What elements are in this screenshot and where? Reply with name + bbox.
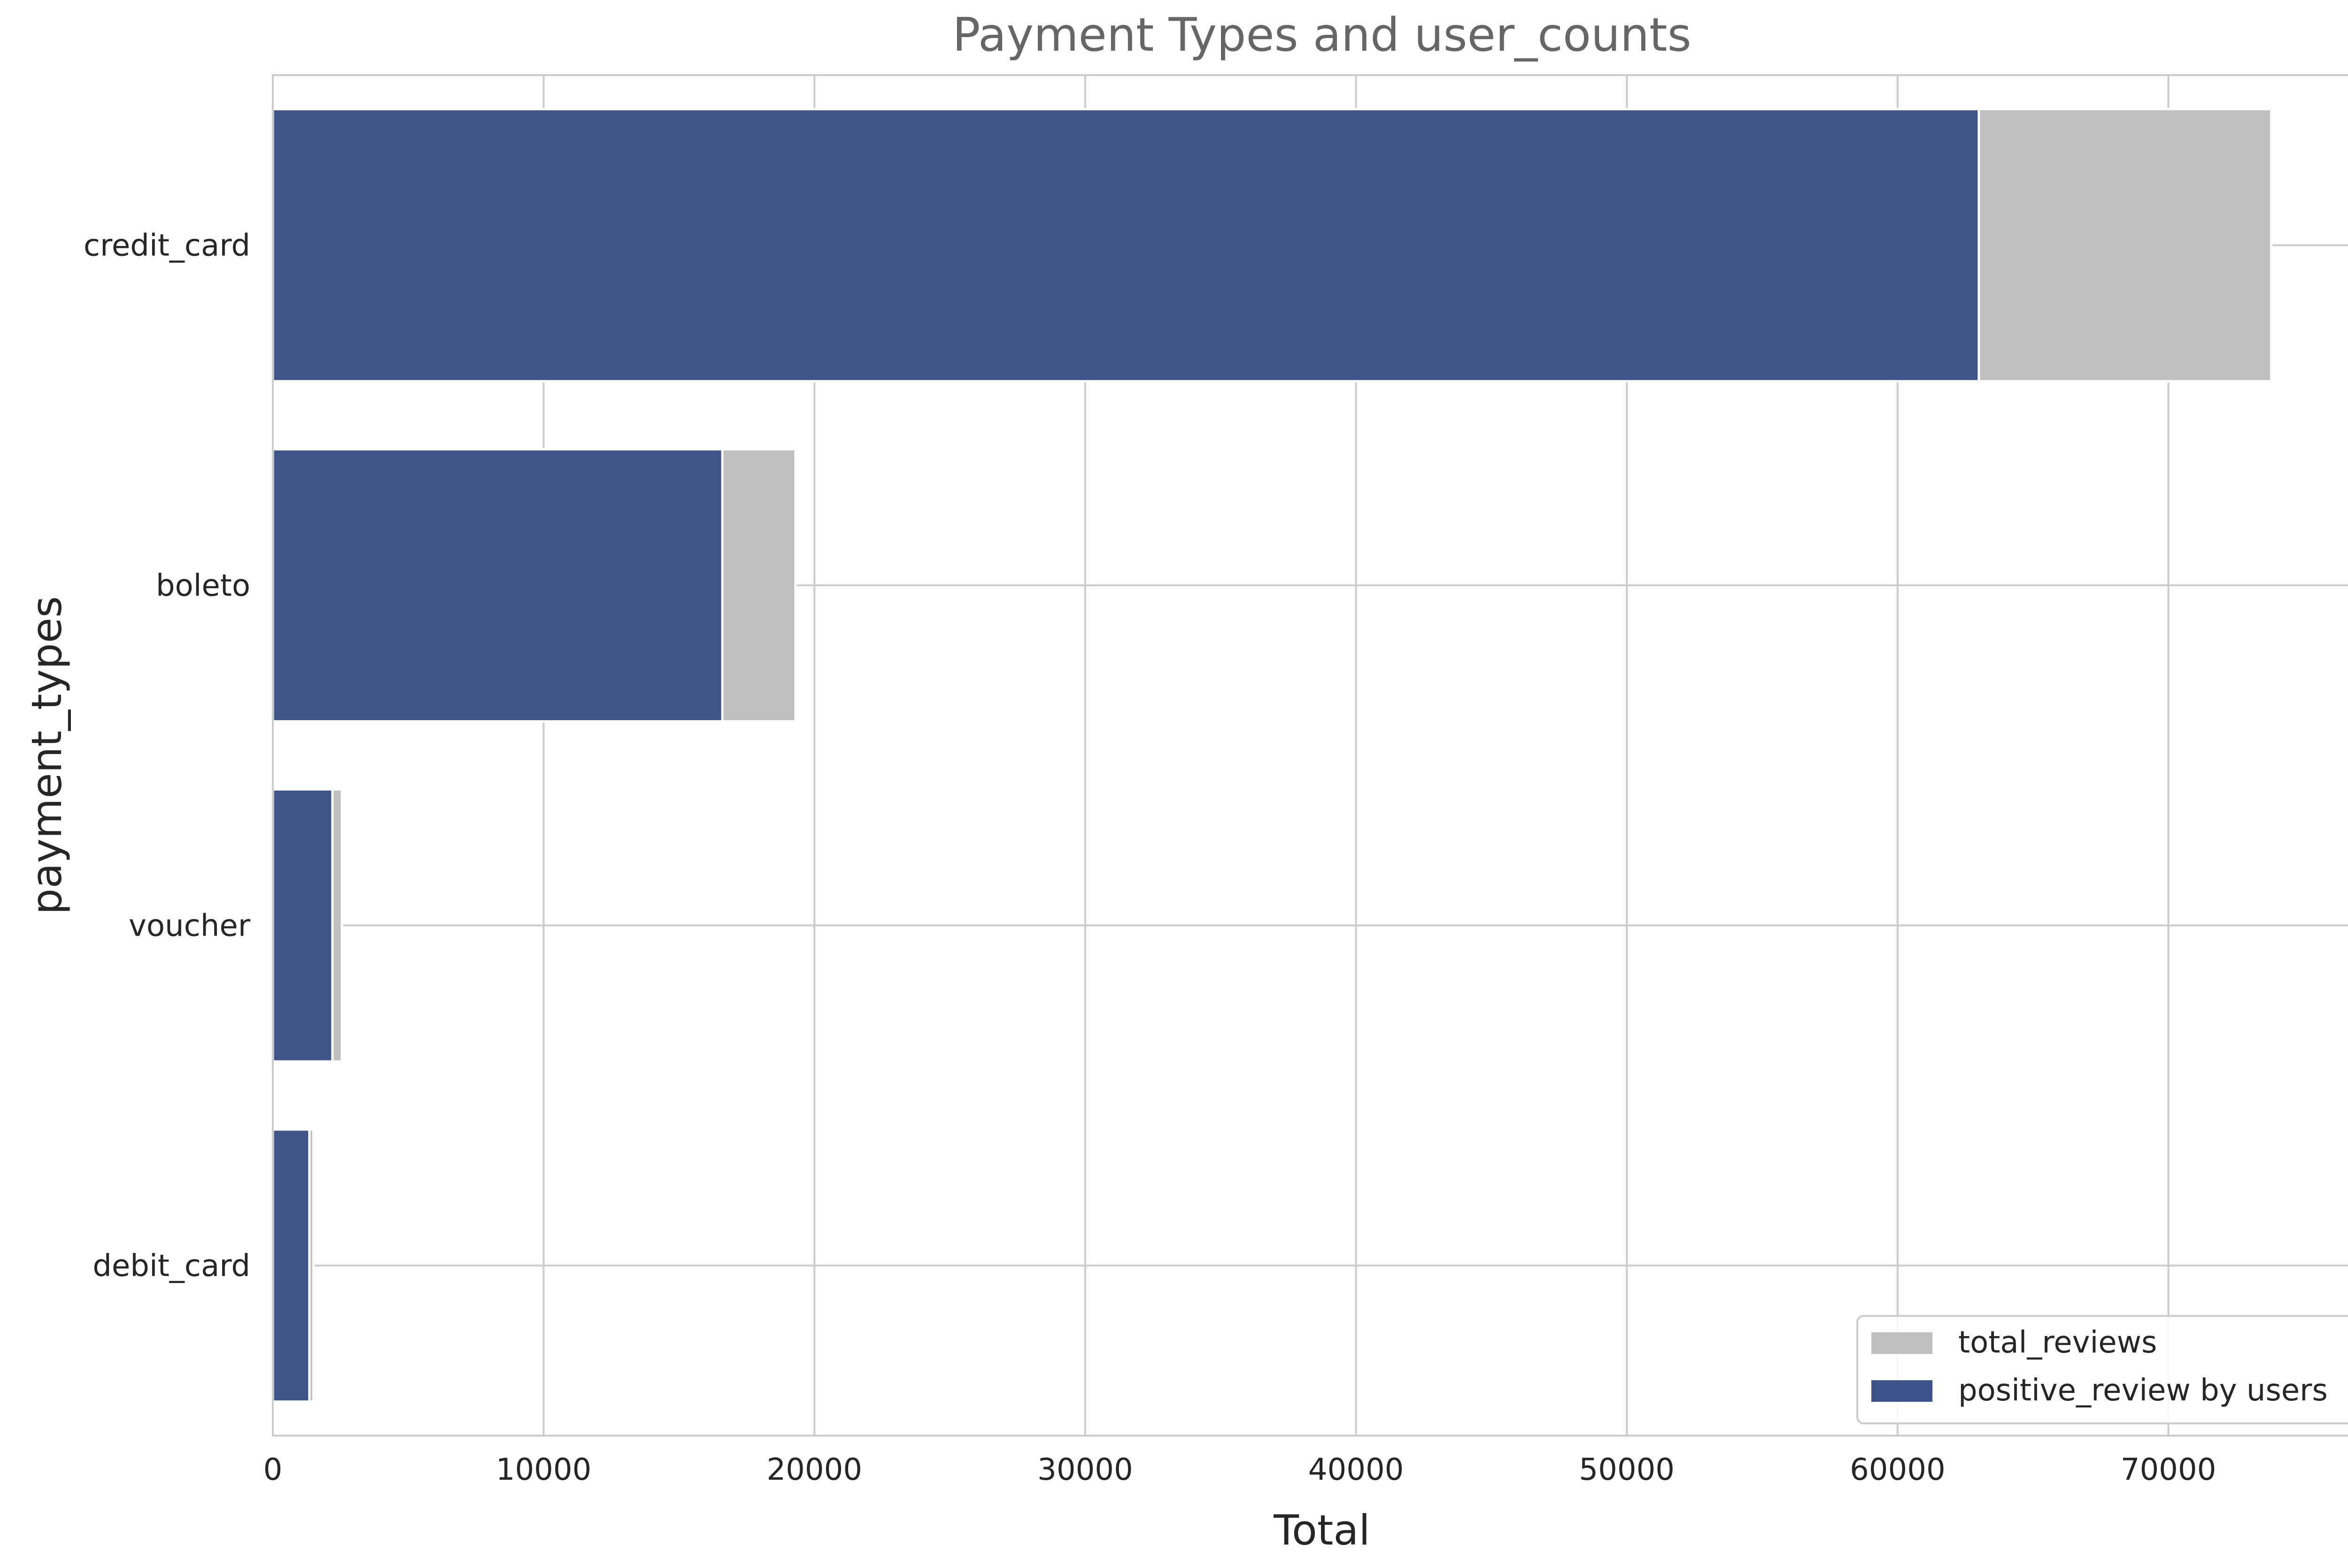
bar-positive-review-by-users-debit-card <box>271 1128 311 1403</box>
x-tick-label: 20000 <box>766 1453 862 1487</box>
y-tick-label-boleto: boleto <box>156 569 250 603</box>
legend-swatch-positive-review <box>1871 1380 1932 1402</box>
y-tick-label-voucher: voucher <box>129 908 251 943</box>
x-tick-label: 10000 <box>496 1453 592 1487</box>
bars <box>271 108 2273 1403</box>
x-tick-label: 60000 <box>1850 1453 1946 1487</box>
plot-area-frame <box>272 74 2348 1437</box>
x-tick-label: 40000 <box>1308 1453 1404 1487</box>
x-tick-label: 30000 <box>1037 1453 1133 1487</box>
bar-positive-review-by-users-voucher <box>271 788 334 1063</box>
y-tick-label-debit-card: debit_card <box>93 1249 250 1284</box>
legend-frame <box>1856 1315 2348 1424</box>
x-axis-label: Total <box>1273 1506 1370 1554</box>
y-axis-label: payment_types <box>23 596 71 915</box>
x-tick-label: 70000 <box>2121 1453 2217 1487</box>
legend-swatch-total-reviews <box>1871 1332 1932 1354</box>
legend: total_reviews positive_review by users <box>1856 1315 2348 1424</box>
bar-positive-review-by-users-boleto <box>271 448 724 723</box>
chart-title: Payment Types and user_counts <box>952 8 1691 62</box>
x-tick-label: 0 <box>263 1453 283 1487</box>
x-tick-labels: 0 10000 20000 30000 40000 50000 60000 70000 <box>263 1453 2217 1487</box>
y-tick-label-credit-card: credit_card <box>84 228 250 263</box>
bar-positive-review-by-users-credit-card <box>271 108 1980 383</box>
legend-label-total-reviews: total_reviews <box>1958 1325 2157 1360</box>
legend-label-positive-review: positive_review by users <box>1958 1373 2328 1408</box>
x-tick-label: 50000 <box>1579 1453 1675 1487</box>
